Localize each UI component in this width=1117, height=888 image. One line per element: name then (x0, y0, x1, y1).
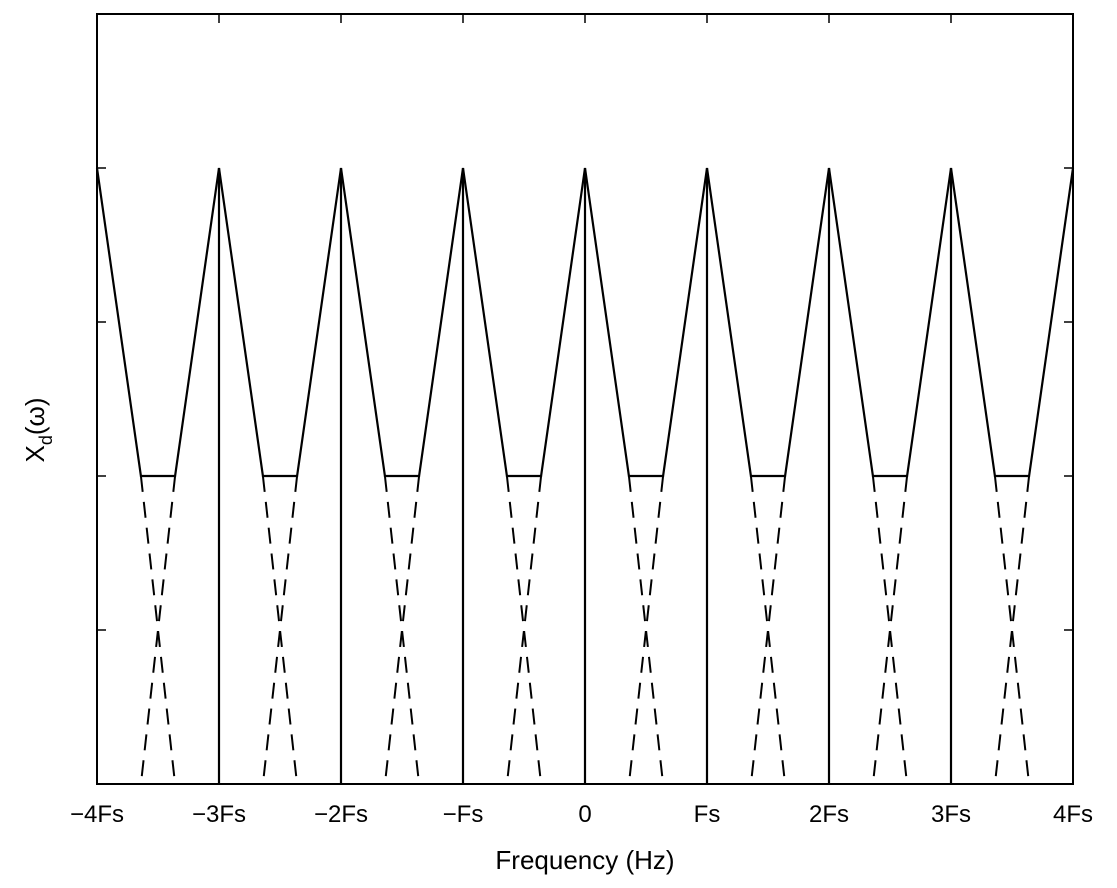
x-tick-label: 3Fs (931, 801, 971, 828)
x-tick-label: 0 (578, 801, 591, 828)
x-tick-label: −4Fs (70, 801, 124, 828)
y-axis-label-main: X (20, 445, 50, 462)
x-tick-label: 4Fs (1053, 801, 1093, 828)
x-tick-labels: −4Fs −3Fs −2Fs −Fs 0 Fs 2Fs 3Fs 4Fs (70, 801, 1093, 828)
y-axis-label-subscript: d (36, 435, 56, 445)
x-tick-label: −3Fs (192, 801, 246, 828)
x-tick-label: 2Fs (809, 801, 849, 828)
series-line (95, 167, 1075, 478)
x-tick-label: −2Fs (314, 801, 368, 828)
x-tick-label: Fs (694, 801, 721, 828)
plot-area (95, 13, 1075, 785)
x-tick-label: −Fs (443, 801, 484, 828)
y-axis-label-argument: (ω) (20, 398, 50, 436)
y-axis-label: Xd(ω) (20, 398, 56, 463)
x-axis-label: Frequency (Hz) (495, 845, 674, 875)
